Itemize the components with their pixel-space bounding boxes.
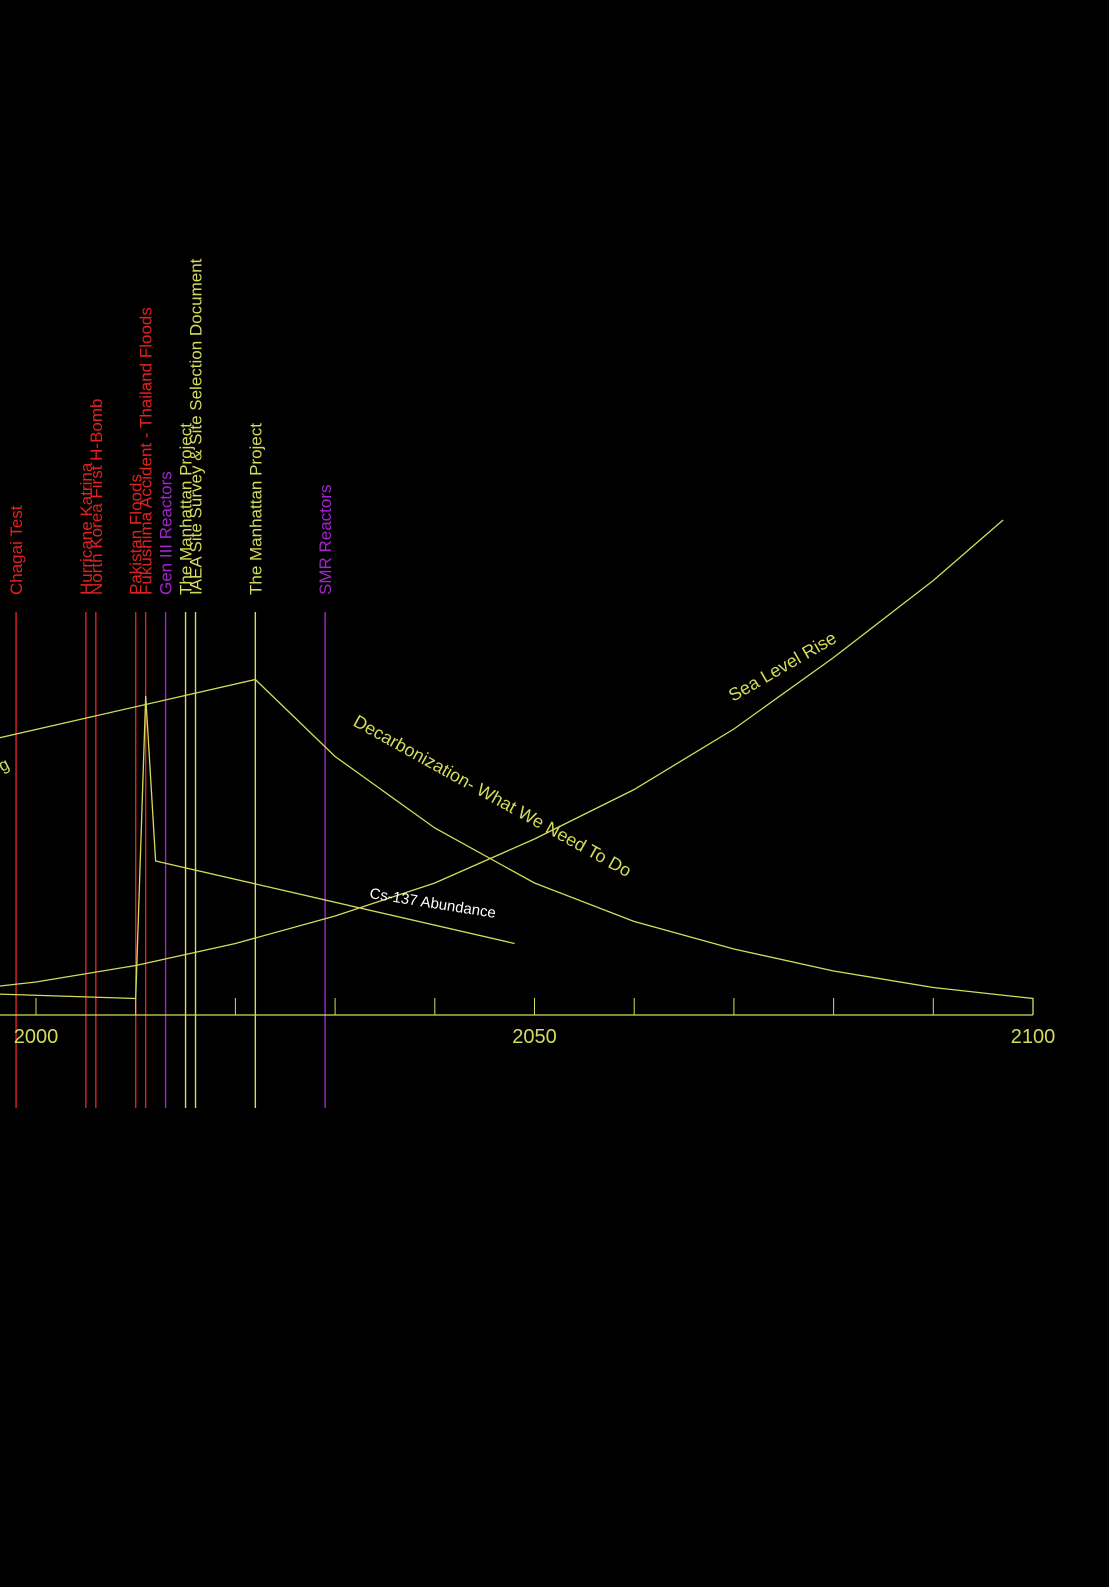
event-label: SMR Reactors	[316, 484, 335, 595]
x-tick-label: 2000	[14, 1026, 59, 1048]
event-label: The Manhattan Project	[246, 423, 265, 595]
series-label: Cs-137 Abundance	[368, 885, 497, 922]
series-layer	[0, 519, 1034, 1015]
event-label: Pakistan Floods	[127, 474, 146, 595]
event-label: North Korea First H-Bomb	[87, 399, 106, 596]
series-line	[0, 695, 515, 1000]
series-line	[0, 678, 1034, 1015]
partial-series-label: g	[0, 754, 12, 775]
event-label: Fukushima Accident - Thailand Floods	[137, 307, 156, 595]
event-label: Gen III Reactors	[157, 471, 176, 595]
event-label: Chagai Test	[7, 505, 26, 595]
event-label: The Manhattan Project	[177, 423, 196, 595]
x-axis: 2000 2050 2100	[0, 998, 1055, 1048]
series-label: Decarbonization- What We Need To Do	[350, 711, 635, 881]
x-tick-label: 2100	[1011, 1026, 1056, 1048]
x-tick-label: 2050	[512, 1026, 557, 1048]
event-label: IAEA Site Survey & Site Selection Docume…	[187, 258, 206, 595]
event-label: Hurricane Katrina	[77, 462, 96, 595]
series-line	[0, 519, 1004, 987]
